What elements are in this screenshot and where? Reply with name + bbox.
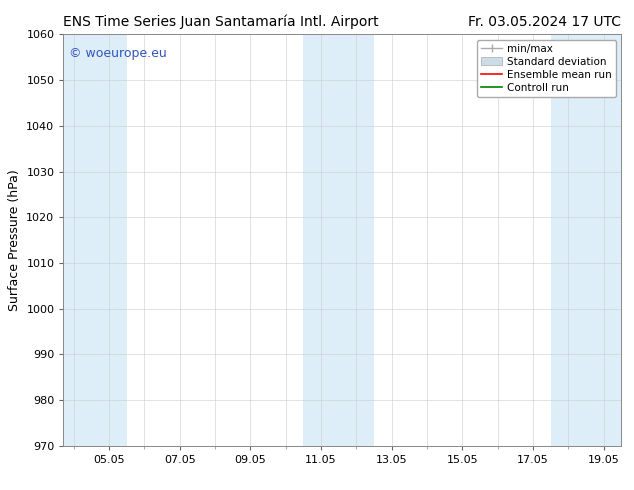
Bar xyxy=(63,34,127,446)
Bar xyxy=(303,34,374,446)
Text: © woeurope.eu: © woeurope.eu xyxy=(69,47,167,60)
Legend: min/max, Standard deviation, Ensemble mean run, Controll run: min/max, Standard deviation, Ensemble me… xyxy=(477,40,616,97)
Text: ENS Time Series Juan Santamaría Intl. Airport: ENS Time Series Juan Santamaría Intl. Ai… xyxy=(63,15,379,29)
Y-axis label: Surface Pressure (hPa): Surface Pressure (hPa) xyxy=(8,169,21,311)
Bar xyxy=(551,34,621,446)
Text: Fr. 03.05.2024 17 UTC: Fr. 03.05.2024 17 UTC xyxy=(469,15,621,29)
